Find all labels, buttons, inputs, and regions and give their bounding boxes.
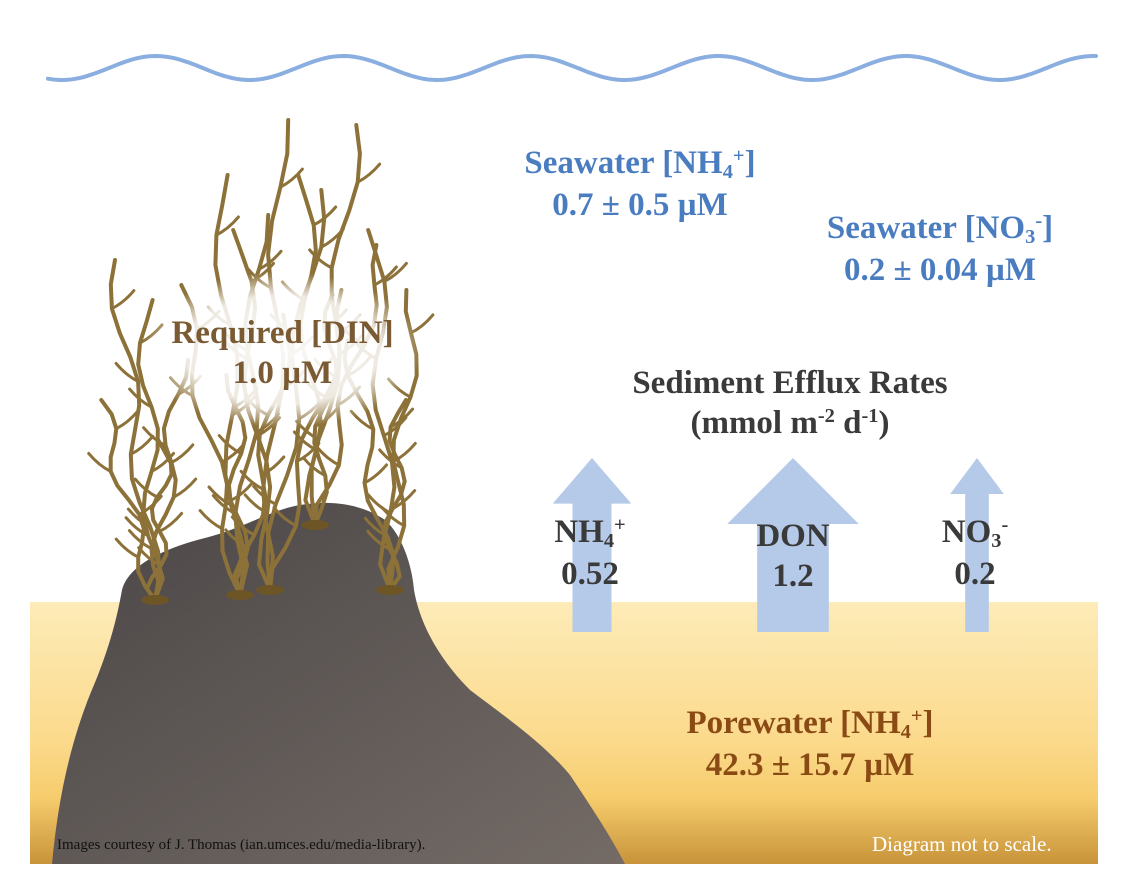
- flux-arrow-no3: [950, 458, 1004, 632]
- flux-value-nh4: 0.52: [561, 556, 619, 593]
- seagrass-leaflet: [114, 361, 140, 383]
- porewater-nh4-label: Porewater [NH4+] 42.3 ± 15.7 µM: [640, 703, 980, 785]
- flux-arrows: [552, 458, 1004, 632]
- seagrass-blade: [136, 298, 165, 602]
- seagrass-leaflet: [391, 489, 417, 511]
- seagrass-leaflet: [252, 484, 278, 506]
- rock-outcrop: [52, 502, 625, 864]
- required-din-label: Required [DIN] 1.0 µM: [140, 313, 425, 394]
- porewater-nh4-value: 42.3 ± 15.7 µM: [705, 747, 915, 784]
- seagrass-leaflet: [229, 481, 254, 503]
- required-din-highlight: [142, 272, 422, 428]
- seagrass-root: [376, 585, 404, 595]
- seagrass-leaflet: [207, 485, 233, 507]
- seagrass-leaflet: [137, 546, 163, 568]
- water-surface-wave: [46, 53, 1098, 83]
- flux-label-nh4: NH4+ 0.52: [530, 512, 650, 594]
- seagrass-leaflet: [114, 537, 140, 559]
- seagrass-leaflet: [366, 529, 392, 551]
- seagrass-leaflet: [133, 477, 159, 499]
- seagrass-leaflet: [127, 529, 153, 551]
- seagrass-leaflet: [214, 215, 240, 237]
- scale-note: Diagram not to scale.: [872, 832, 1052, 856]
- flux-label-no3: NO3- 0.2: [915, 512, 1035, 594]
- flux-arrow-nh4: [552, 458, 632, 632]
- seagrass-leaflet: [158, 511, 184, 533]
- seagrass-leaflet: [198, 509, 224, 531]
- seagrass-leaflet: [239, 469, 265, 491]
- seagrass-leaflet: [315, 445, 341, 467]
- seagrass-leaflet: [150, 451, 176, 473]
- flux-label-don: DON 1.2: [733, 516, 853, 597]
- seagrass-leaflet: [243, 493, 269, 515]
- seagrass-root: [226, 590, 254, 600]
- seagrass-leaflet: [356, 162, 382, 184]
- seagrass-leaflet: [124, 516, 150, 538]
- seagrass-leaflet: [224, 528, 250, 550]
- seawater-nh4-label: Seawater [NH4+] 0.7 ± 0.5 µM: [480, 143, 800, 225]
- required-din-value: 1.0 µM: [232, 355, 333, 392]
- seagrass-leaflet: [172, 477, 198, 499]
- efflux-title: Sediment Efflux Rates (mmol m-2 d-1): [590, 363, 990, 444]
- seagrass-leaflet: [366, 493, 392, 515]
- seagrass-blade: [99, 398, 157, 602]
- seagrass-leaflet: [389, 407, 415, 429]
- seawater-no3-label: Seawater [NO3-] 0.2 ± 0.04 µM: [790, 208, 1090, 290]
- seagrass-leaflet: [391, 441, 417, 463]
- seagrass-leaflet: [372, 265, 398, 287]
- seawater-nh4-value: 0.7 ± 0.5 µM: [552, 187, 728, 224]
- seagrass-leaflet: [129, 434, 155, 456]
- seagrass-leaflet: [380, 506, 406, 528]
- seagrass-leaflet: [126, 507, 152, 529]
- image-credit: Images courtesy of J. Thomas (ian.umces.…: [57, 837, 426, 853]
- seagrass-leaflet: [312, 205, 338, 227]
- seagrass-leaflet: [128, 387, 154, 409]
- seagrass-blade: [144, 438, 174, 602]
- seagrass-blade: [108, 258, 162, 602]
- seagrass-leaflet: [142, 426, 168, 448]
- flux-value-no3: 0.2: [954, 556, 996, 593]
- seagrass-root: [141, 595, 169, 605]
- flux-value-don: 1.2: [772, 558, 814, 595]
- efflux-units: (mmol m-2 d-1): [690, 405, 890, 442]
- seagrass-leaflet: [110, 289, 136, 311]
- seagrass-leaflet: [382, 261, 408, 283]
- seagrass-leaflet: [169, 443, 195, 465]
- seagrass-leaflet: [308, 248, 334, 270]
- flux-arrow-don: [727, 458, 859, 632]
- seagrass-root: [256, 585, 284, 595]
- seawater-no3-value: 0.2 ± 0.04 µM: [843, 252, 1037, 289]
- seagrass-leaflet: [378, 448, 404, 470]
- seagrass-leaflet: [301, 456, 327, 478]
- seagrass-blade: [382, 398, 408, 592]
- seagrass-leaflet: [272, 506, 298, 528]
- seagrass-leaflet: [217, 434, 243, 456]
- seagrass-leaflet: [114, 409, 140, 431]
- seagrass-leaflet: [363, 463, 388, 485]
- seagrass-root: [301, 520, 329, 530]
- seagrass-leaflet: [278, 167, 304, 189]
- seagrass-leaflet: [87, 451, 113, 473]
